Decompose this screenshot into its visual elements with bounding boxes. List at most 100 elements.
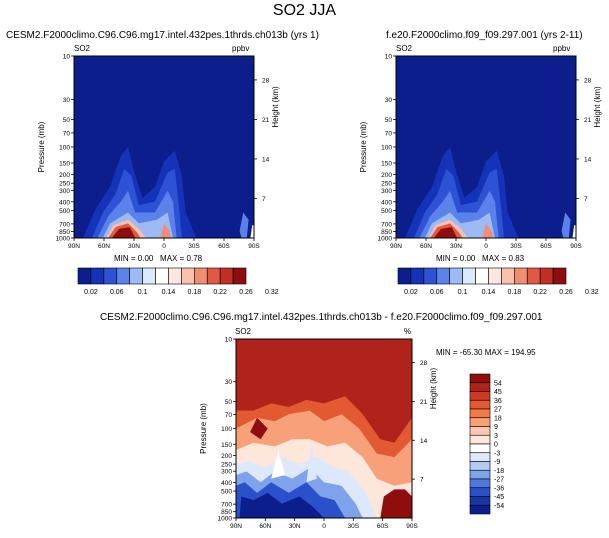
panel-1-ylabel: Pressure (mb) xyxy=(37,121,46,172)
panel-2-colorbar-box-10 xyxy=(526,267,541,285)
panel-1-y2tick-label-3: 7 xyxy=(262,196,266,203)
panel-1-ytick-label-6: 200 xyxy=(59,172,70,179)
panel-3-colorbar-box-7 xyxy=(469,434,491,445)
panel-1-colorbar-label-6: 0.26 xyxy=(239,289,253,296)
panel-2-colorbar-label-2: 0.1 xyxy=(458,289,468,296)
panel-3-colorbar-box-14 xyxy=(469,496,491,506)
panel-2-colorbar-label-3: 0.14 xyxy=(482,289,496,296)
panel-3-colorbar-box-2 xyxy=(469,391,491,401)
panel-2-ytick-label-9: 400 xyxy=(381,199,392,206)
panel-2-contour-7 xyxy=(482,223,494,238)
panel-3-colorbar-box-9 xyxy=(469,452,491,462)
panel-2-y2tick-label-0: 28 xyxy=(584,77,592,84)
panel-1-xtick-label-5: 60S xyxy=(218,243,230,250)
panel-1-colorbar-label-0: 0.02 xyxy=(84,289,98,296)
panel-1-colorbar-box-5 xyxy=(142,267,156,285)
panel-3-colorbar-box-10 xyxy=(469,461,491,471)
panel-2-ylabel: Pressure (mb) xyxy=(359,121,368,172)
panel-3-colorbar-label-8: -3 xyxy=(494,450,500,457)
panel-2-y2tick-label-3: 7 xyxy=(584,196,588,203)
panel-1-xtick-label-3: 0 xyxy=(162,243,166,250)
panel-2-colorbar-box-7 xyxy=(488,267,502,285)
panel-1-colorbar-label-1: 0.06 xyxy=(110,289,124,296)
panel-1-min-value: 0.00 xyxy=(137,254,154,263)
panel-1-colorbar-box-2 xyxy=(103,267,118,285)
panel-3-xtick-label-1: 60N xyxy=(259,523,271,530)
panel-3-units: % xyxy=(404,327,412,336)
panel-3-ytick-label-2: 50 xyxy=(225,399,233,406)
panel-3-contour-6 xyxy=(239,492,324,518)
panel-2-units: ppbv xyxy=(553,44,571,53)
panel-2-ytick-label-10: 500 xyxy=(381,208,392,215)
panel-1-min-label: MIN = xyxy=(114,254,136,263)
panel-3-colorbar-label-13: -45 xyxy=(494,494,504,501)
panel-1-colorbar-label-2: 0.1 xyxy=(138,289,148,296)
panel-2-xtick-label-3: 0 xyxy=(484,243,488,250)
panel-3-colorbar-label-10: -18 xyxy=(494,468,504,475)
panel-3-colorbar-box-12 xyxy=(469,478,491,489)
panel-1-ytick-label-0: 10 xyxy=(63,54,71,61)
panel-2-title: f.e20.F2000climo.f09_f09.297.001 (yrs 2-… xyxy=(386,30,583,41)
panel-2-y2tick-label-1: 21 xyxy=(584,117,592,124)
panel-1-y2tick-label-0: 28 xyxy=(262,77,270,84)
panel-1-max-label: MAX = xyxy=(160,254,185,263)
panel-2-colorbar-box-2 xyxy=(423,267,438,285)
panel-2-max-label: MAX = xyxy=(482,254,507,263)
panel-3-stats: MIN = -65.30 MAX = 194.95 xyxy=(436,348,536,357)
panel-1-ytick-label-3: 70 xyxy=(63,130,71,137)
panel-2-colorbar-box-0 xyxy=(397,267,412,285)
panel-3-xtick-label-0: 90N xyxy=(230,523,242,530)
panel-3-contour-10 xyxy=(380,489,412,518)
panel-1-ytick-label-4: 100 xyxy=(59,145,70,152)
panel-3-colorbar-box-3 xyxy=(469,399,491,410)
panel-1-colorbar-box-3 xyxy=(116,267,130,285)
panel-3-colorbar-label-2: 36 xyxy=(494,398,502,405)
panel-1-ytick-label-9: 400 xyxy=(59,199,70,206)
panel-3-colorbar-label-14: -54 xyxy=(494,503,504,510)
panel-3-ytick-label-12: 850 xyxy=(221,509,232,516)
panel-1-xtick-label-6: 90S xyxy=(248,243,260,250)
panel-1-ytick-label-11: 700 xyxy=(59,221,70,228)
panel-3-ytick-label-9: 400 xyxy=(221,480,232,487)
panel-3-xtick-label-4: 30S xyxy=(348,523,360,530)
panel-2-min-value: 0.00 xyxy=(459,254,476,263)
panel-2-contour-9 xyxy=(572,225,576,238)
panel-3-ytick-label-7: 250 xyxy=(221,462,232,469)
panel-2-ytick-label-3: 70 xyxy=(385,130,393,137)
panel-3-ytick-label-5: 150 xyxy=(221,442,232,449)
panel-1-colorbar-box-12 xyxy=(232,267,247,285)
panel-3-y2tick-label-0: 28 xyxy=(420,360,428,367)
panel-1-contour-6 xyxy=(111,227,136,238)
panel-3-colorbar-box-5 xyxy=(469,417,491,427)
panel-2-ytick-label-13: 1000 xyxy=(378,236,393,243)
panel-1-var-label: SO2 xyxy=(74,44,91,53)
panel-3-xtick-label-3: 0 xyxy=(322,523,326,530)
panel-1-ytick-label-2: 50 xyxy=(63,117,71,124)
panel-1-colorbar-label-5: 0.22 xyxy=(213,289,227,296)
panel-1-colorbar-box-11 xyxy=(219,267,234,285)
page-title: SO2 JJA xyxy=(272,2,337,19)
panel-3-ytick-label-3: 70 xyxy=(225,412,233,419)
panel-2-ytick-label-4: 100 xyxy=(381,145,392,152)
panel-1-xtick-label-4: 30S xyxy=(188,243,200,250)
panel-3-contour-8 xyxy=(306,442,317,483)
panel-3-ytick-label-8: 300 xyxy=(221,469,232,476)
panel-1-ytick-label-13: 1000 xyxy=(56,236,71,243)
panel-3-y2label: Height (km) xyxy=(429,367,438,409)
panel-1-colorbar-box-8 xyxy=(181,267,195,285)
panel-3-colorbar-box-4 xyxy=(469,408,491,419)
panel-3-colorbar-box-11 xyxy=(469,469,491,480)
panel-3-ytick-label-6: 200 xyxy=(221,453,232,460)
panel-2-var-label: SO2 xyxy=(396,44,413,53)
panel-1-ytick-label-8: 300 xyxy=(59,188,70,195)
panel-3-colorbar-box-1 xyxy=(469,382,491,392)
panel-3-y2tick-label-3: 7 xyxy=(420,477,424,484)
panel-1-title: CESM2.F2000climo.C96.C96.mg17.intel.432p… xyxy=(6,30,319,41)
panel-2-ytick-label-6: 200 xyxy=(381,172,392,179)
panel-2-colorbar-box-12 xyxy=(552,267,567,285)
panel-1-max-value: 0.78 xyxy=(186,254,203,263)
panel-3-colorbar-label-6: 3 xyxy=(494,433,498,440)
panel-2-xtick-label-5: 60S xyxy=(540,243,552,250)
panel-2-ytick-label-1: 30 xyxy=(385,97,393,104)
